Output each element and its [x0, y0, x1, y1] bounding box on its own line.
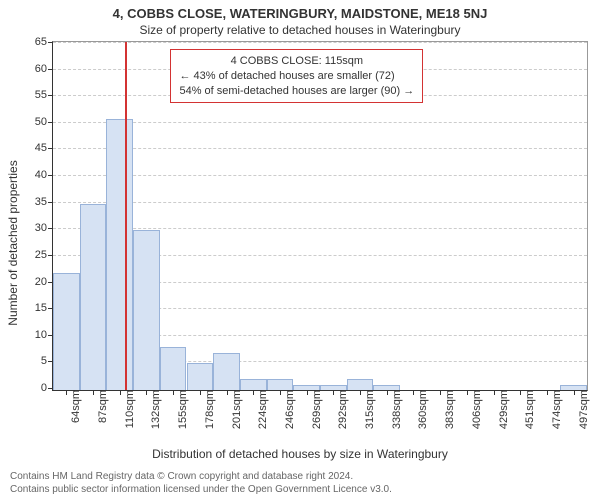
xtick-mark: [307, 390, 308, 395]
legend-box: 4 COBBS CLOSE: 115sqm ← 43% of detached …: [170, 49, 423, 104]
x-axis-title: Distribution of detached houses by size …: [0, 447, 600, 461]
xtick-mark: [227, 390, 228, 395]
xtick-label: 406sqm: [471, 390, 483, 429]
xtick-label: 64sqm: [70, 390, 82, 423]
histogram-bar: [160, 347, 187, 390]
histogram-bar: [373, 385, 400, 390]
xtick-label: 338sqm: [391, 390, 403, 429]
legend-line-3: 54% of semi-detached houses are larger (…: [179, 84, 414, 99]
ytick-label: 65: [35, 36, 53, 48]
chart-title-main: 4, COBBS CLOSE, WATERINGBURY, MAIDSTONE,…: [0, 0, 600, 21]
xtick-label: 132sqm: [150, 390, 162, 429]
plot-area: 4 COBBS CLOSE: 115sqm ← 43% of detached …: [52, 41, 588, 391]
histogram-bar: [106, 119, 133, 390]
xtick-label: 201sqm: [231, 390, 243, 429]
xtick-mark: [120, 390, 121, 395]
xtick-mark: [66, 390, 67, 395]
histogram-bar: [240, 379, 267, 390]
xtick-label: 474sqm: [551, 390, 563, 429]
histogram-bar: [267, 379, 294, 390]
ytick-label: 5: [41, 355, 53, 367]
xtick-label: 246sqm: [284, 390, 296, 429]
xtick-mark: [574, 390, 575, 395]
xtick-mark: [467, 390, 468, 395]
ytick-label: 30: [35, 222, 53, 234]
histogram-bar: [347, 379, 374, 390]
xtick-label: 315sqm: [364, 390, 376, 429]
xtick-label: 360sqm: [417, 390, 429, 429]
ytick-label: 15: [35, 302, 53, 314]
legend-line-2: ← 43% of detached houses are smaller (72…: [179, 69, 414, 84]
xtick-label: 451sqm: [524, 390, 536, 429]
xtick-mark: [280, 390, 281, 395]
xtick-mark: [440, 390, 441, 395]
xtick-label: 110sqm: [124, 390, 136, 428]
xtick-mark: [520, 390, 521, 395]
xtick-mark: [494, 390, 495, 395]
histogram-bar: [53, 273, 80, 390]
xtick-mark: [387, 390, 388, 395]
xtick-mark: [413, 390, 414, 395]
legend-line-1: 4 COBBS CLOSE: 115sqm: [179, 54, 414, 69]
xtick-mark: [333, 390, 334, 395]
chart-title-sub: Size of property relative to detached ho…: [0, 21, 600, 41]
xtick-mark: [173, 390, 174, 395]
ytick-label: 35: [35, 196, 53, 208]
histogram-bar: [213, 353, 240, 390]
histogram-bar: [320, 385, 347, 390]
histogram-bar: [133, 230, 160, 390]
marker-line: [125, 42, 127, 390]
xtick-label: 497sqm: [578, 390, 590, 429]
ytick-label: 25: [35, 249, 53, 261]
xtick-label: 429sqm: [498, 390, 510, 429]
xtick-mark: [360, 390, 361, 395]
xtick-mark: [200, 390, 201, 395]
xtick-mark: [146, 390, 147, 395]
ytick-label: 40: [35, 169, 53, 181]
xtick-label: 224sqm: [257, 390, 269, 429]
xtick-label: 178sqm: [204, 390, 216, 429]
xtick-label: 383sqm: [444, 390, 456, 429]
ytick-label: 10: [35, 329, 53, 341]
xtick-label: 292sqm: [337, 390, 349, 429]
footer-line-1: Contains HM Land Registry data © Crown c…: [10, 470, 590, 483]
histogram-bar: [293, 385, 320, 390]
xtick-label: 155sqm: [177, 390, 189, 429]
ytick-label: 55: [35, 89, 53, 101]
histogram-bar: [560, 385, 587, 390]
ytick-label: 45: [35, 142, 53, 154]
xtick-mark: [253, 390, 254, 395]
xtick-mark: [547, 390, 548, 395]
footer-line-2: Contains public sector information licen…: [10, 483, 590, 496]
ytick-label: 50: [35, 116, 53, 128]
xtick-mark: [93, 390, 94, 395]
y-axis-title: Number of detached properties: [6, 78, 20, 243]
footer-attribution: Contains HM Land Registry data © Crown c…: [10, 470, 590, 496]
histogram-bar: [187, 363, 214, 390]
xtick-label: 269sqm: [311, 390, 323, 429]
ytick-label: 20: [35, 276, 53, 288]
ytick-label: 60: [35, 63, 53, 75]
histogram-bar: [80, 204, 107, 390]
xtick-label: 87sqm: [97, 390, 109, 423]
ytick-label: 0: [41, 382, 53, 394]
